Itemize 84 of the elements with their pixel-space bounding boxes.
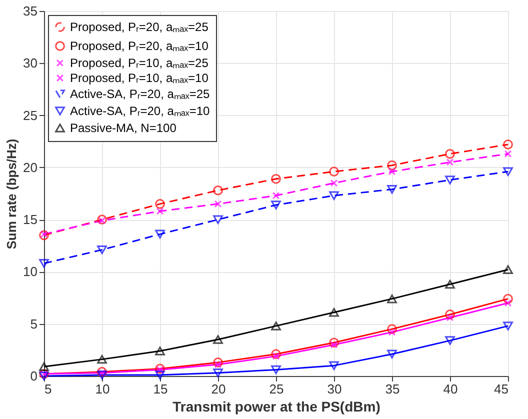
point xyxy=(155,370,165,380)
point xyxy=(445,280,455,289)
point xyxy=(97,366,107,377)
point xyxy=(445,148,455,159)
point xyxy=(503,294,513,304)
point xyxy=(329,361,339,370)
legend-label: Proposed, Pᵣ=20, aₘₐₓ=10 xyxy=(70,39,209,53)
x-tick-label: 15 xyxy=(153,382,168,396)
point xyxy=(213,185,223,196)
point xyxy=(213,368,223,378)
point xyxy=(330,179,338,187)
point xyxy=(213,335,223,344)
point xyxy=(387,350,397,358)
point xyxy=(155,199,165,209)
x-tick-label: 35 xyxy=(385,382,400,396)
point xyxy=(446,314,454,322)
point xyxy=(214,360,222,368)
y-tick-label: 20 xyxy=(23,160,38,175)
point xyxy=(445,176,455,184)
point xyxy=(387,160,397,170)
point xyxy=(97,354,107,364)
x-axis-title: Transmit power at the PS(dBm) xyxy=(172,398,380,414)
legend-label: Proposed, Pᵣ=20, aₘₐₓ=25 xyxy=(70,20,209,34)
point xyxy=(272,192,280,200)
point xyxy=(388,328,396,336)
y-axis-title: Sum rate (bps/Hz) xyxy=(4,138,20,250)
point xyxy=(97,245,107,254)
legend-label: Proposed, Pᵣ=10, aₘₐₓ=25 xyxy=(70,56,209,70)
y-tick-label: 5 xyxy=(30,316,38,332)
point xyxy=(329,166,339,177)
point xyxy=(330,341,338,348)
point xyxy=(40,230,48,238)
point xyxy=(329,338,339,348)
point xyxy=(39,362,49,371)
point xyxy=(503,322,513,330)
y-tick-label: 30 xyxy=(23,56,38,71)
legend-label: Active-SA, Pᵣ=20, aₘₐₓ=25 xyxy=(70,87,210,101)
y-tick-label: 25 xyxy=(23,108,38,123)
point xyxy=(387,324,397,334)
point xyxy=(39,259,49,268)
point xyxy=(155,346,165,356)
point xyxy=(271,349,281,360)
y-tick-label: 15 xyxy=(23,212,38,228)
point xyxy=(271,365,281,374)
point xyxy=(97,370,107,380)
point xyxy=(387,294,397,304)
point xyxy=(271,322,281,330)
point xyxy=(503,140,513,150)
point xyxy=(39,230,49,240)
point xyxy=(155,364,165,374)
x-tick-label: 45 xyxy=(494,382,508,396)
x-tick-label: 5 xyxy=(44,382,52,396)
y-tick-label: 35 xyxy=(23,4,38,18)
x-tick-label: 20 xyxy=(211,382,226,396)
point xyxy=(504,150,512,158)
legend-label: Passive-MA, N=100 xyxy=(70,121,177,135)
point xyxy=(272,352,280,360)
point xyxy=(155,230,165,239)
x-tick-label: 25 xyxy=(269,382,284,396)
x-tick-label: 30 xyxy=(327,382,342,396)
point xyxy=(504,299,512,307)
point xyxy=(445,336,455,345)
point xyxy=(98,369,106,377)
legend-label: Proposed, Pᵣ=10, aₘₐₓ=10 xyxy=(70,71,209,85)
point xyxy=(214,200,222,208)
point xyxy=(329,308,339,317)
point xyxy=(213,215,223,224)
point xyxy=(388,168,396,176)
y-tick-label: 10 xyxy=(23,264,38,280)
x-tick-label: 10 xyxy=(95,382,110,396)
point xyxy=(156,366,164,374)
point xyxy=(446,158,454,166)
point xyxy=(271,200,281,210)
point xyxy=(387,184,397,194)
point xyxy=(329,191,339,200)
x-tick-label: 40 xyxy=(443,382,458,396)
point xyxy=(271,174,281,184)
point xyxy=(503,265,513,274)
point xyxy=(156,208,164,215)
point xyxy=(213,358,223,368)
point xyxy=(445,310,455,320)
legend-label: Active-SA, Pᵣ=20, aₘₐₓ=10 xyxy=(70,104,210,118)
y-tick-label: 0 xyxy=(30,368,38,384)
point xyxy=(503,167,513,176)
